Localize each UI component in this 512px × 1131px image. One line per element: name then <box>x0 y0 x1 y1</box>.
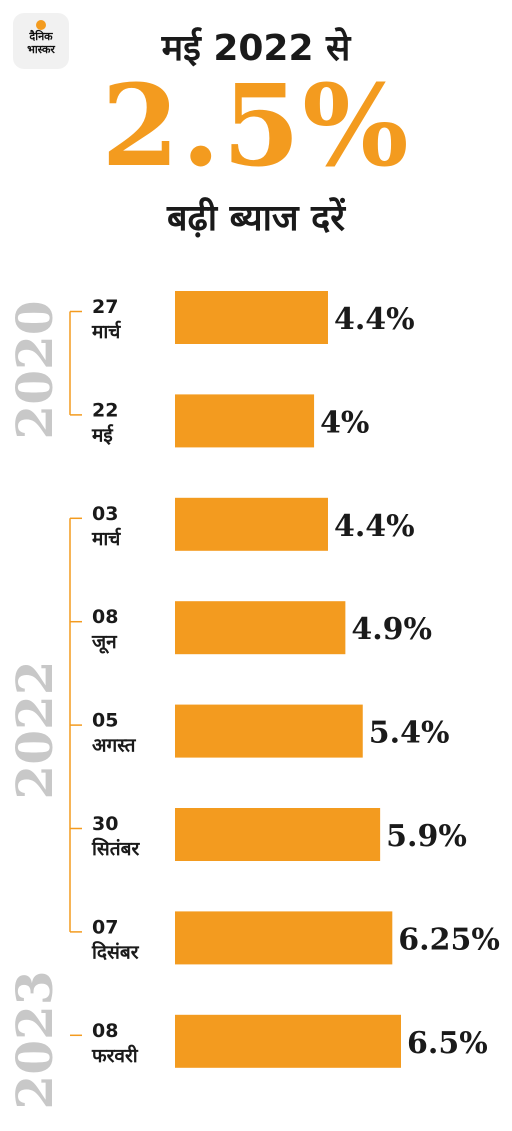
date-month-label: दिसंबर <box>91 940 140 963</box>
value-label: 6.5% <box>407 1026 488 1061</box>
year-label-2022: 2022 <box>5 660 64 799</box>
date-month-label: मार्च <box>91 320 121 343</box>
date-day-label: 03 <box>92 503 118 525</box>
brand-logo: दैनिक भास्कर <box>13 13 69 69</box>
bar <box>175 704 363 758</box>
date-day-label: 07 <box>92 916 118 938</box>
headline-value: 2.5% <box>101 61 411 192</box>
date-day-label: 08 <box>92 606 118 628</box>
bar <box>175 1014 401 1068</box>
value-label: 5.9% <box>386 819 467 854</box>
value-label: 5.4% <box>369 716 450 751</box>
date-day-label: 22 <box>92 399 118 421</box>
value-label: 4.4% <box>334 509 415 544</box>
value-label: 4.4% <box>334 302 415 337</box>
logo-sun-icon <box>36 20 46 30</box>
bar <box>175 291 328 344</box>
date-month-label: मार्च <box>91 527 121 550</box>
bar <box>175 601 346 655</box>
bar <box>175 394 315 448</box>
date-month-label: सितंबर <box>91 837 140 860</box>
value-label: 4% <box>320 405 369 440</box>
date-day-label: 30 <box>92 813 118 835</box>
year-label-2023: 2023 <box>5 970 64 1109</box>
logo-text-line2: भास्कर <box>27 43 55 56</box>
logo-text-line1: दैनिक <box>29 30 53 43</box>
headline-bottom: बढ़ी ब्याज दरें <box>166 198 346 239</box>
date-month-label: फरवरी <box>91 1044 139 1067</box>
bar <box>175 808 381 861</box>
year-label-2020: 2020 <box>5 300 64 439</box>
bar <box>175 497 328 551</box>
bar <box>175 911 393 965</box>
date-day-label: 08 <box>92 1020 118 1042</box>
date-month-label: जून <box>91 631 118 654</box>
headline-top: मई 2022 से <box>161 28 351 69</box>
date-month-label: अगस्त <box>92 735 137 757</box>
date-day-label: 05 <box>92 710 118 732</box>
value-label: 4.9% <box>351 612 432 647</box>
date-day-label: 27 <box>92 296 118 318</box>
date-month-label: मई <box>91 423 114 446</box>
value-label: 6.25% <box>398 922 500 957</box>
